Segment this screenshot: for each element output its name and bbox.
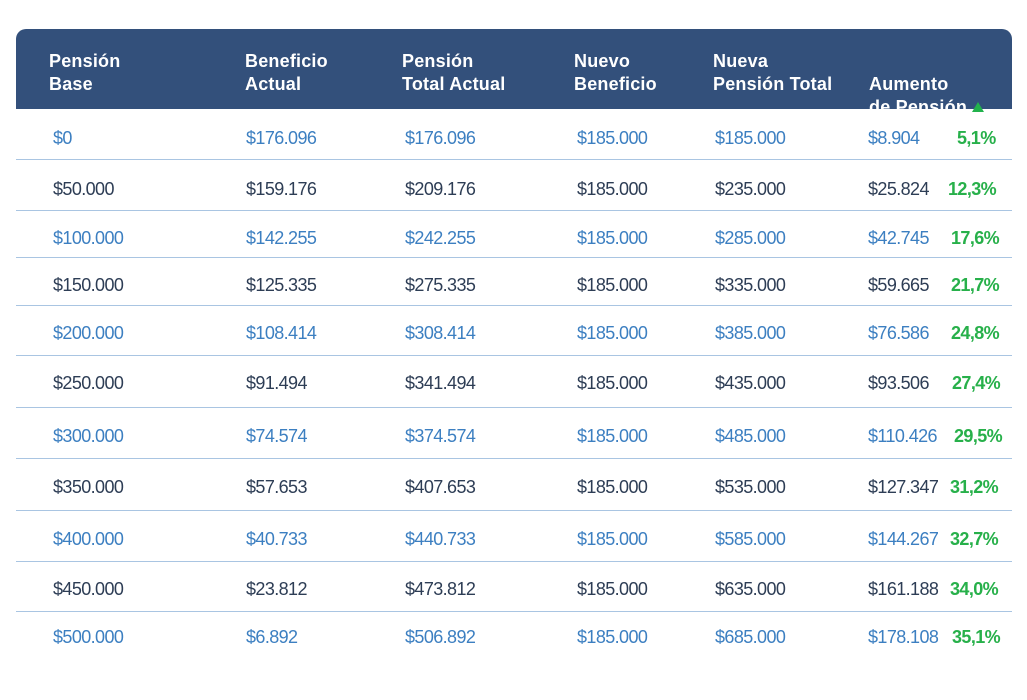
cell-aumento: $161.188 [868, 579, 939, 599]
table-row: $300.000 $74.574 $374.574 $185.000 $485.000 $… [16, 408, 1012, 459]
cell-nuevo: $185.000 [577, 426, 648, 446]
cell-aumento: $93.506 [868, 373, 929, 393]
table-row: $150.000 $125.335 $275.335 $185.000 $335.000… [16, 258, 1012, 306]
cell-nueva-total: $435.000 [715, 373, 786, 393]
cell-actual: $125.335 [246, 275, 317, 295]
header-nueva-pension-total[interactable]: Nueva Pensión Total [713, 51, 833, 94]
table-row: $50.000 $159.176 $209.176 $185.000 $235.000 $… [16, 160, 1012, 211]
cell-actual: $23.812 [246, 579, 307, 599]
cell-pct: 32,7% [950, 529, 999, 549]
cell-total-actual: $209.176 [405, 179, 476, 199]
cell-actual: $108.414 [246, 323, 317, 343]
cell-actual: $91.494 [246, 373, 307, 393]
cell-nueva-total: $535.000 [715, 477, 786, 497]
sort-ascending-icon[interactable] [972, 102, 985, 112]
header-pension-total-actual[interactable]: Pensión Total Actual [402, 51, 506, 94]
cell-nuevo: $185.000 [577, 373, 648, 393]
table-row: $0 $176.096 $176.096 $185.000 $185.000 $8.904… [16, 109, 1012, 160]
cell-aumento: $110.426 [868, 426, 938, 446]
cell-base: $100.000 [53, 228, 124, 248]
header-pension-base[interactable]: Pensión Base [49, 51, 121, 94]
cell-nuevo: $185.000 [577, 179, 648, 199]
cell-pct: 34,0% [950, 579, 999, 599]
table-row: $100.000 $142.255 $242.255 $185.000 $285.000… [16, 211, 1012, 258]
cell-nuevo: $185.000 [577, 323, 648, 343]
cell-nueva-total: $635.000 [715, 579, 786, 599]
cell-total-actual: $374.574 [405, 426, 476, 446]
cell-nueva-total: $285.000 [715, 228, 786, 248]
cell-aumento: $178.108 [868, 627, 939, 647]
cell-total-actual: $242.255 [405, 228, 476, 248]
cell-total-actual: $440.733 [405, 529, 476, 549]
cell-base: $450.000 [53, 579, 124, 599]
cell-nueva-total: $235.000 [715, 179, 786, 199]
cell-base: $0 [53, 128, 72, 148]
cell-actual: $159.176 [246, 179, 317, 199]
cell-nueva-total: $185.000 [715, 128, 786, 148]
cell-total-actual: $341.494 [405, 373, 476, 393]
cell-aumento: $8.904 [868, 128, 920, 148]
cell-nueva-total: $335.000 [715, 275, 786, 295]
cell-nuevo: $185.000 [577, 477, 648, 497]
table-row: $200.000 $108.414 $308.414 $185.000 $385.000… [16, 306, 1012, 356]
cell-nuevo: $185.000 [577, 579, 648, 599]
cell-total-actual: $176.096 [405, 128, 476, 148]
table-row: $450.000 $23.812 $473.812 $185.000 $635.000 $… [16, 562, 1012, 612]
cell-total-actual: $506.892 [405, 627, 476, 647]
table-row: $250.000 $91.494 $341.494 $185.000 $435.000 $… [16, 356, 1012, 408]
cell-base: $500.000 [53, 627, 124, 647]
cell-actual: $40.733 [246, 529, 307, 549]
table-row: $400.000 $40.733 $440.733 $185.000 $585.000 $… [16, 511, 1012, 562]
cell-base: $300.000 [53, 426, 124, 446]
cell-aumento: $127.347 [868, 477, 939, 497]
cell-nueva-total: $585.000 [715, 529, 786, 549]
cell-base: $350.000 [53, 477, 124, 497]
table-row: $500.000 $6.892 $506.892 $185.000 $685.000 $1… [16, 612, 1012, 661]
cell-aumento: $144.267 [868, 529, 939, 549]
cell-pct: 17,6% [951, 228, 1000, 248]
cell-pct: 35,1% [952, 627, 1001, 647]
cell-aumento: $25.824 [868, 179, 929, 199]
table-row: $350.000 $57.653 $407.653 $185.000 $535.000 $… [16, 459, 1012, 511]
cell-nuevo: $185.000 [577, 275, 648, 295]
cell-total-actual: $275.335 [405, 275, 476, 295]
cell-nueva-total: $385.000 [715, 323, 786, 343]
header-aumento-label: Aumento de Pensión [869, 74, 968, 117]
cell-nuevo: $185.000 [577, 529, 648, 549]
cell-total-actual: $473.812 [405, 579, 476, 599]
cell-aumento: $76.586 [868, 323, 929, 343]
cell-pct: 24,8% [951, 323, 1000, 343]
header-aumento-de-pension[interactable]: Aumento de Pensión [869, 50, 985, 119]
header-beneficio-actual[interactable]: Beneficio Actual [245, 51, 328, 94]
cell-total-actual: $407.653 [405, 477, 476, 497]
cell-nueva-total: $685.000 [715, 627, 786, 647]
cell-pct: 21,7% [951, 275, 1000, 295]
cell-pct: 12,3% [948, 179, 997, 199]
cell-base: $400.000 [53, 529, 124, 549]
cell-pct: 31,2% [950, 477, 999, 497]
cell-pct: 27,4% [952, 373, 1001, 393]
cell-aumento: $42.745 [868, 228, 929, 248]
cell-base: $200.000 [53, 323, 124, 343]
pension-table: Pensión Base Beneficio Actual Pensión To… [16, 29, 1012, 647]
cell-actual: $57.653 [246, 477, 307, 497]
table-header: Pensión Base Beneficio Actual Pensión To… [16, 29, 1012, 117]
cell-total-actual: $308.414 [405, 323, 476, 343]
cell-actual: $74.574 [246, 426, 307, 446]
cell-pct: 5,1% [957, 128, 996, 148]
cell-actual: $6.892 [246, 627, 298, 647]
cell-aumento: $59.665 [868, 275, 929, 295]
cell-nuevo: $185.000 [577, 627, 648, 647]
cell-pct: 29,5% [954, 426, 1003, 446]
cell-base: $250.000 [53, 373, 124, 393]
cell-base: $50.000 [53, 179, 114, 199]
cell-nuevo: $185.000 [577, 228, 648, 248]
cell-actual: $142.255 [246, 228, 317, 248]
cell-nuevo: $185.000 [577, 128, 648, 148]
cell-nueva-total: $485.000 [715, 426, 786, 446]
cell-actual: $176.096 [246, 128, 317, 148]
header-nuevo-beneficio[interactable]: Nuevo Beneficio [574, 51, 657, 94]
cell-base: $150.000 [53, 275, 124, 295]
